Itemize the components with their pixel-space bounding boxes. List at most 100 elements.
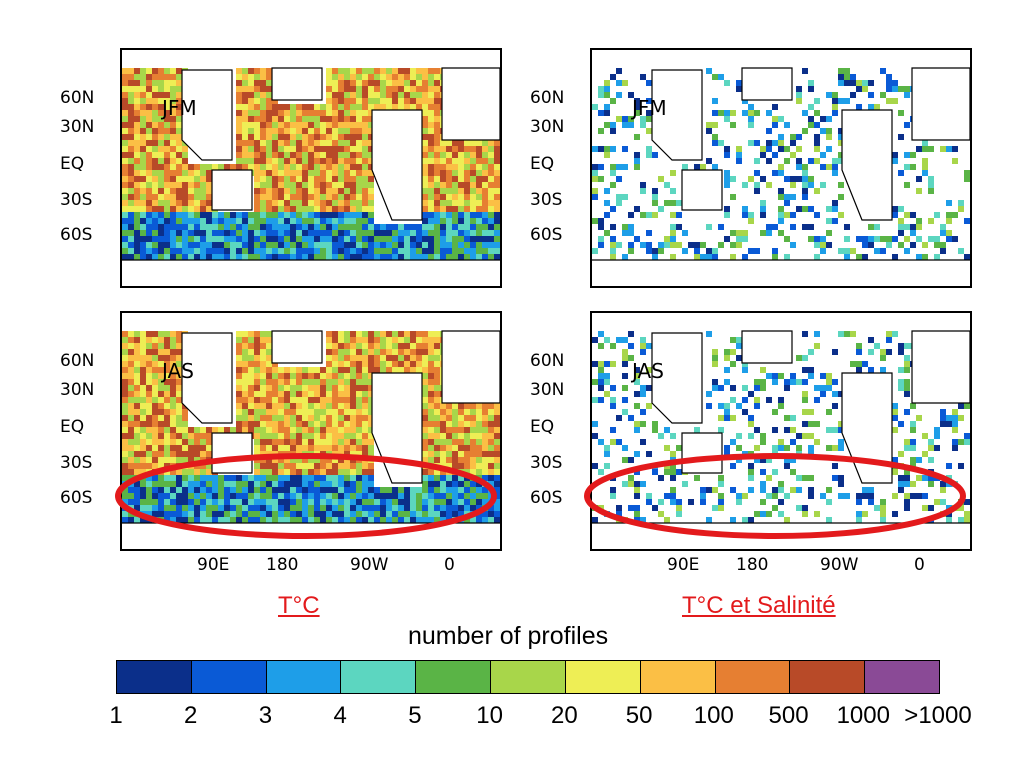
data-cell xyxy=(290,385,296,391)
data-cell xyxy=(260,433,266,439)
data-cell xyxy=(362,337,368,343)
data-cell xyxy=(362,200,368,206)
data-cell xyxy=(344,92,350,98)
data-cell xyxy=(140,170,146,176)
data-cell xyxy=(446,206,452,212)
data-cell xyxy=(278,206,284,212)
data-cell xyxy=(266,92,272,98)
data-cell xyxy=(940,415,946,421)
data-cell xyxy=(164,80,170,86)
data-cell xyxy=(736,86,742,92)
data-cell xyxy=(880,499,886,505)
data-cell xyxy=(128,493,134,499)
data-cell xyxy=(598,176,604,182)
data-cell xyxy=(808,349,814,355)
data-cell xyxy=(314,230,320,236)
data-cell xyxy=(428,212,434,218)
data-cell xyxy=(344,128,350,134)
data-cell xyxy=(188,236,194,242)
data-cell xyxy=(314,128,320,134)
data-cell xyxy=(326,499,332,505)
data-cell xyxy=(164,110,170,116)
data-cell xyxy=(206,224,212,230)
data-cell xyxy=(302,463,308,469)
data-cell xyxy=(428,254,434,260)
data-cell xyxy=(146,415,152,421)
data-cell xyxy=(922,242,928,248)
data-cell xyxy=(670,230,676,236)
data-cell xyxy=(260,224,266,230)
data-cell xyxy=(754,140,760,146)
data-cell xyxy=(742,361,748,367)
data-cell xyxy=(176,361,182,367)
data-cell xyxy=(146,128,152,134)
data-cell xyxy=(356,427,362,433)
data-cell xyxy=(278,194,284,200)
colorbar xyxy=(116,660,940,694)
data-cell xyxy=(470,212,476,218)
data-cell xyxy=(386,98,392,104)
data-cell xyxy=(470,164,476,170)
data-cell xyxy=(290,421,296,427)
data-cell xyxy=(188,487,194,493)
data-cell xyxy=(176,355,182,361)
data-cell xyxy=(128,110,134,116)
data-cell xyxy=(266,218,272,224)
data-cell xyxy=(344,349,350,355)
data-cell xyxy=(332,505,338,511)
data-cell xyxy=(742,110,748,116)
data-cell xyxy=(128,236,134,242)
data-cell xyxy=(170,403,176,409)
data-cell xyxy=(278,218,284,224)
data-cell xyxy=(356,409,362,415)
data-cell xyxy=(622,373,628,379)
data-cell xyxy=(134,379,140,385)
data-cell xyxy=(380,236,386,242)
lat-label: 30N xyxy=(60,380,95,400)
data-cell xyxy=(754,511,760,517)
data-cell xyxy=(128,224,134,230)
data-cell xyxy=(248,164,254,170)
data-cell xyxy=(464,230,470,236)
data-cell xyxy=(748,116,754,122)
data-cell xyxy=(952,445,958,451)
data-cell xyxy=(452,409,458,415)
data-cell xyxy=(476,230,482,236)
data-cell xyxy=(128,122,134,128)
data-cell xyxy=(634,236,640,242)
data-cell xyxy=(488,242,494,248)
data-cell xyxy=(598,236,604,242)
data-cell xyxy=(152,433,158,439)
data-cell xyxy=(308,403,314,409)
data-cell xyxy=(754,158,760,164)
data-cell xyxy=(320,206,326,212)
data-cell xyxy=(278,176,284,182)
data-cell xyxy=(416,74,422,80)
data-cell xyxy=(488,445,494,451)
colorbar-tick-label: 1000 xyxy=(836,702,890,729)
data-cell xyxy=(344,487,350,493)
data-cell xyxy=(482,224,488,230)
data-cell xyxy=(134,242,140,248)
data-cell xyxy=(844,236,850,242)
data-cell xyxy=(410,254,416,260)
data-cell xyxy=(464,439,470,445)
data-cell xyxy=(350,92,356,98)
data-cell xyxy=(826,445,832,451)
data-cell xyxy=(212,164,218,170)
data-cell xyxy=(128,158,134,164)
data-cell xyxy=(248,86,254,92)
data-cell xyxy=(488,194,494,200)
colorbar-tick-label: 1 xyxy=(109,702,123,729)
data-cell xyxy=(434,409,440,415)
data-cell xyxy=(152,445,158,451)
data-cell xyxy=(158,92,164,98)
data-cell xyxy=(122,367,128,373)
data-cell xyxy=(122,469,128,475)
data-cell xyxy=(778,194,784,200)
data-cell xyxy=(326,164,332,170)
data-cell xyxy=(790,379,796,385)
data-cell xyxy=(164,200,170,206)
data-cell xyxy=(182,158,188,164)
data-cell xyxy=(308,242,314,248)
